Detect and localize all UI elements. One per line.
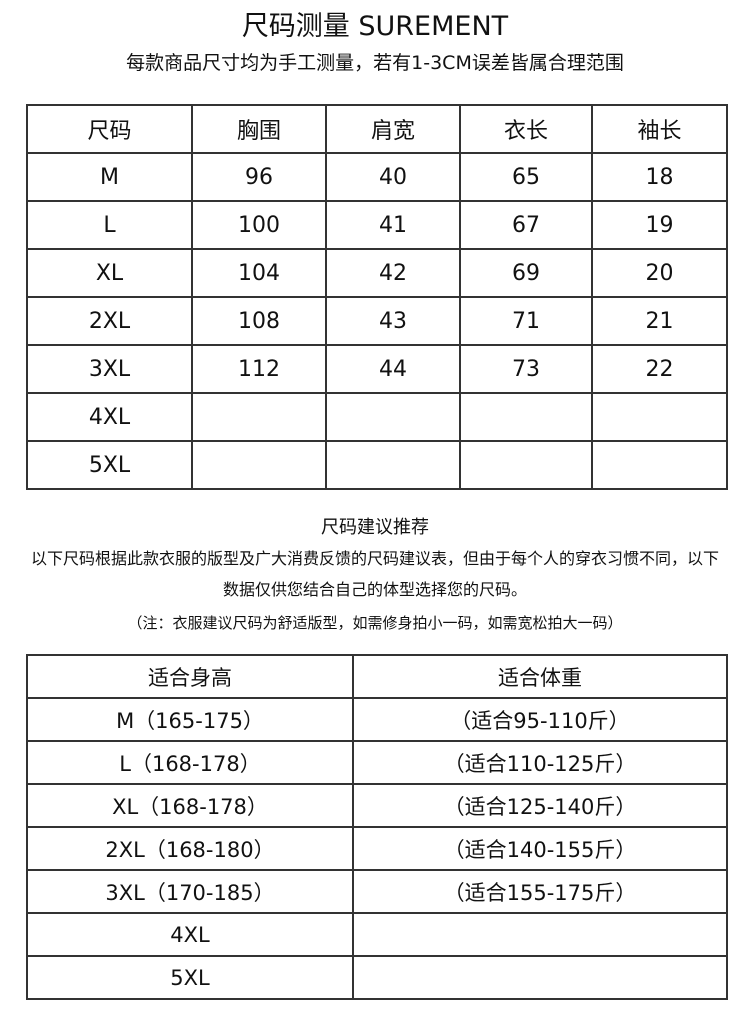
table-cell: （适合140-155斤） xyxy=(352,826,728,871)
table-row: L 100 41 67 19 xyxy=(26,200,728,250)
table-row: 2XL（168-180） （适合140-155斤） xyxy=(26,826,728,871)
table-cell xyxy=(191,392,327,442)
table-cell: （适合155-175斤） xyxy=(352,869,728,914)
table-cell: 42 xyxy=(325,248,461,298)
table-cell: 112 xyxy=(191,344,327,394)
table-cell: （适合95-110斤） xyxy=(352,697,728,742)
table-cell xyxy=(352,912,728,957)
table-row: 4XL xyxy=(26,392,728,442)
header-row: 尺码 胸围 肩宽 衣长 袖长 xyxy=(26,104,728,154)
recommendation-title: 尺码建议推荐 xyxy=(321,517,429,538)
table-row: 5XL xyxy=(26,955,728,1000)
recommendation-text-line2: 数据仅供您结合自己的体型选择您的尺码。 xyxy=(222,580,527,599)
table-row: 5XL xyxy=(26,440,728,490)
table-cell: （适合110-125斤） xyxy=(352,740,728,785)
measurement-table: 尺码 胸围 肩宽 衣长 袖长 M 96 40 65 18 L 100 41 67 19 XL 104 42 69 20… xyxy=(26,104,728,490)
table-cell: 2XL xyxy=(26,296,193,346)
table-cell: 104 xyxy=(191,248,327,298)
table-cell: 43 xyxy=(325,296,461,346)
table-row: XL（168-178） （适合125-140斤） xyxy=(26,783,728,828)
table-cell: 19 xyxy=(591,200,728,250)
table-cell: XL（168-178） xyxy=(26,783,354,828)
header-row: 适合身高 适合体重 xyxy=(26,654,728,699)
column-header: 衣长 xyxy=(459,104,593,154)
table-cell: 4XL xyxy=(26,912,354,957)
table-cell: L（168-178） xyxy=(26,740,354,785)
table-cell xyxy=(591,440,728,490)
column-header: 肩宽 xyxy=(325,104,461,154)
table-cell: 21 xyxy=(591,296,728,346)
column-header: 袖长 xyxy=(591,104,728,154)
table-cell: 22 xyxy=(591,344,728,394)
table-cell xyxy=(591,392,728,442)
table-cell: 20 xyxy=(591,248,728,298)
table-row: M（165-175） （适合95-110斤） xyxy=(26,697,728,742)
page-title: 尺码测量 SUREMENT xyxy=(241,11,509,42)
page-subtitle: 每款商品尺寸均为手工测量，若有1-3CM误差皆属合理范围 xyxy=(126,52,624,74)
table-cell: 4XL xyxy=(26,392,193,442)
table-cell: 41 xyxy=(325,200,461,250)
table-cell: 100 xyxy=(191,200,327,250)
table-cell: 40 xyxy=(325,152,461,202)
table-cell: 3XL xyxy=(26,344,193,394)
table-cell xyxy=(459,440,593,490)
column-header: 适合身高 xyxy=(26,654,354,699)
table-row: M 96 40 65 18 xyxy=(26,152,728,202)
table-cell xyxy=(191,440,327,490)
table-row: 3XL 112 44 73 22 xyxy=(26,344,728,394)
table-cell: 65 xyxy=(459,152,593,202)
table-cell xyxy=(325,440,461,490)
table-cell: M xyxy=(26,152,193,202)
column-header: 尺码 xyxy=(26,104,193,154)
table-cell: XL xyxy=(26,248,193,298)
table-cell: 71 xyxy=(459,296,593,346)
table-cell: 44 xyxy=(325,344,461,394)
table-row: 4XL xyxy=(26,912,728,957)
table-cell: 5XL xyxy=(26,440,193,490)
table-cell: 67 xyxy=(459,200,593,250)
table-cell: 5XL xyxy=(26,955,354,1000)
table-cell: 73 xyxy=(459,344,593,394)
table-cell: （适合125-140斤） xyxy=(352,783,728,828)
table-cell: 18 xyxy=(591,152,728,202)
recommendation-note: （注：衣服建议尺码为舒适版型，如需修身拍小一码，如需宽松拍大一码） xyxy=(127,614,623,632)
table-row: L（168-178） （适合110-125斤） xyxy=(26,740,728,785)
table-cell: 2XL（168-180） xyxy=(26,826,354,871)
table-cell: 96 xyxy=(191,152,327,202)
table-row: 2XL 108 43 71 21 xyxy=(26,296,728,346)
column-header: 适合体重 xyxy=(352,654,728,699)
table-cell xyxy=(459,392,593,442)
table-cell: 3XL（170-185） xyxy=(26,869,354,914)
fit-table: 适合身高 适合体重 M（165-175） （适合95-110斤） L（168-178）（… xyxy=(26,654,728,1000)
table-cell xyxy=(352,955,728,1000)
table-cell: M（165-175） xyxy=(26,697,354,742)
column-header: 胸围 xyxy=(191,104,327,154)
table-cell xyxy=(325,392,461,442)
recommendation-text-line1: 以下尺码根据此款衣服的版型及广大消费反馈的尺码建议表，但由于每个人的穿衣习惯不同… xyxy=(30,549,719,568)
table-cell: 69 xyxy=(459,248,593,298)
table-cell: L xyxy=(26,200,193,250)
table-row: 3XL（170-185） （适合155-175斤） xyxy=(26,869,728,914)
table-row: XL 104 42 69 20 xyxy=(26,248,728,298)
table-cell: 108 xyxy=(191,296,327,346)
